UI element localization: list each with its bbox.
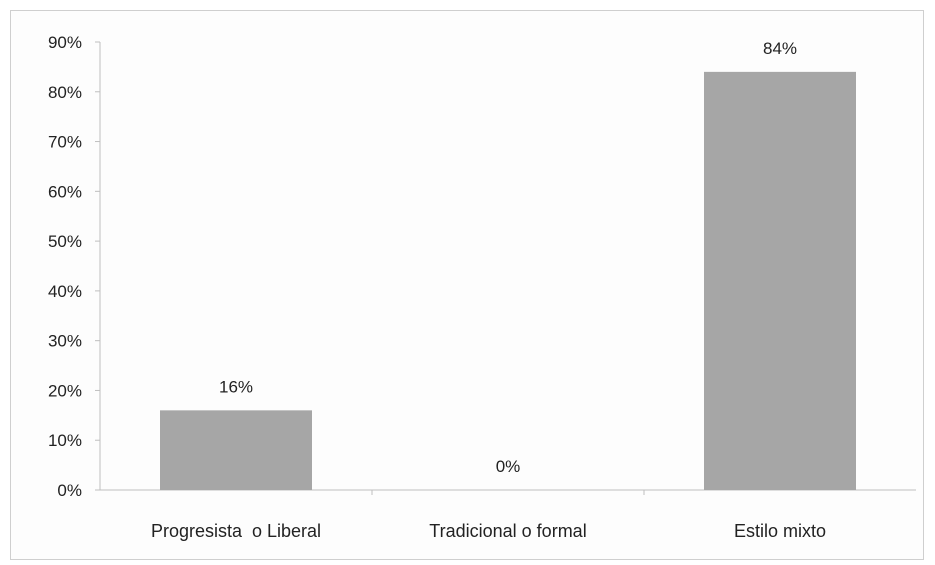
y-tick-label: 0%: [57, 481, 82, 500]
y-tick-label: 50%: [48, 232, 82, 251]
bar-series: [160, 71, 856, 495]
y-tick-label: 20%: [48, 381, 82, 400]
data-label-3: 84%: [763, 39, 797, 58]
y-tick-label: 30%: [48, 332, 82, 351]
data-label-2: 0%: [496, 457, 521, 476]
bar-3: [704, 71, 856, 490]
category-label-2: Tradicional o formal: [429, 521, 586, 541]
category-label-3: Estilo mixto: [734, 521, 826, 541]
bar-1: [160, 410, 312, 490]
y-tick-label: 40%: [48, 282, 82, 301]
y-tick-label: 80%: [48, 83, 82, 102]
y-tick-label: 10%: [48, 431, 82, 450]
data-labels: 16% 0% 84%: [219, 39, 797, 476]
category-label-1: Progresista o Liberal: [151, 521, 321, 541]
x-axis-labels: Progresista o Liberal Tradicional o forma…: [151, 521, 826, 541]
y-tick-label: 70%: [48, 133, 82, 152]
y-axis-ticks: 0% 10% 20% 30% 40% 50% 60% 70% 80% 90%: [48, 33, 100, 500]
data-label-1: 16%: [219, 377, 253, 396]
y-tick-label: 90%: [48, 33, 82, 52]
y-tick-label: 60%: [48, 182, 82, 201]
